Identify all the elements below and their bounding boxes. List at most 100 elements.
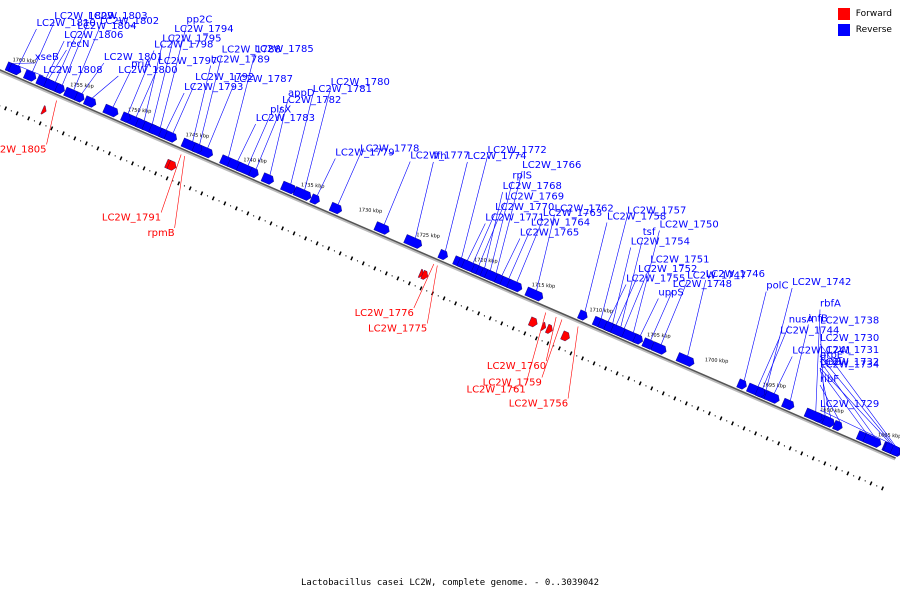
gene-label: LC2W_1738: [820, 316, 879, 327]
reverse-gene: [54, 83, 65, 95]
reverse-gene: [120, 111, 131, 123]
gene-label: LC2W_1730: [820, 333, 879, 344]
leader-line: [757, 336, 781, 387]
minor-tick: [777, 441, 781, 446]
leader-line: [207, 84, 234, 149]
leader-line: [247, 115, 271, 166]
gene-label: LC2W_1793: [184, 82, 243, 93]
minor-dot: [379, 270, 382, 272]
minor-tick: [315, 241, 319, 246]
minor-tick: [107, 151, 111, 156]
minor-tick: [257, 216, 261, 221]
leader-line: [516, 218, 544, 283]
gene-label: truB: [820, 357, 841, 368]
leader-line: [383, 161, 411, 225]
reverse-gene: [74, 91, 85, 103]
leader-line: [472, 212, 496, 264]
gene-label: LC2W_1748: [673, 279, 732, 290]
reverse-gene: [577, 309, 588, 321]
minor-tick: [50, 126, 54, 131]
minor-tick: [15, 111, 19, 116]
gene-label: ribF: [820, 374, 839, 385]
minor-dot: [356, 260, 359, 262]
minor-dot: [68, 135, 70, 137]
gene-label: LC2W_1746: [706, 269, 765, 280]
leader-line: [228, 54, 255, 158]
reverse-label: Reverse: [855, 25, 892, 35]
gene-label: tsf: [643, 227, 656, 238]
leader-line: [620, 237, 644, 328]
minor-tick: [200, 191, 204, 196]
leader-line: [743, 291, 767, 381]
minor-dot: [737, 425, 739, 427]
minor-dot: [541, 340, 543, 342]
gene-label: LC2W_1766: [522, 160, 581, 171]
reverse-gene: [821, 415, 835, 428]
forward-gene: [40, 105, 47, 115]
minor-tick: [442, 296, 446, 301]
legend-forward: Forward: [837, 8, 892, 20]
gene-label: appD: [288, 88, 315, 99]
gene-label: rplS: [512, 171, 532, 182]
leader-line: [490, 181, 513, 271]
minor-tick: [857, 476, 861, 481]
minor-dot: [172, 180, 174, 182]
minor-tick: [454, 301, 458, 306]
leader-line: [12, 62, 35, 64]
gene-label: LC2W_1778: [360, 144, 419, 155]
minor-tick: [165, 176, 169, 181]
tick-label: 1725 kbp: [416, 232, 440, 239]
leader-line: [484, 191, 503, 269]
leader-line: [143, 44, 163, 121]
minor-tick: [823, 461, 827, 466]
reverse-gene: [675, 352, 695, 367]
gene-label: LC2W_1775: [368, 324, 427, 335]
minor-dot: [483, 315, 486, 317]
minor-dot: [45, 125, 47, 127]
minor-dot: [195, 190, 197, 192]
leader-line: [413, 263, 435, 309]
minor-tick: [131, 161, 134, 166]
leader-line: [495, 170, 523, 274]
gene-label: LC2W_1810: [36, 18, 95, 29]
tick-label: 1705 kbp: [647, 332, 671, 339]
leader-line: [199, 55, 222, 145]
leader-line: [819, 343, 896, 447]
gene-label: LC2W_1783: [256, 113, 315, 124]
leader-line: [304, 87, 331, 191]
minor-tick: [615, 371, 619, 376]
gene-label: LC2W_1765: [520, 228, 579, 239]
tick-label: 1685 kbp: [878, 432, 900, 439]
minor-dot: [633, 380, 636, 382]
minor-dot: [79, 140, 82, 142]
gene-label: LC2W_1792: [195, 72, 254, 83]
minor-dot: [229, 205, 232, 207]
minor-tick: [696, 406, 700, 411]
leader-line: [32, 21, 55, 73]
leader-line: [508, 228, 532, 279]
minor-dot: [795, 450, 797, 452]
minor-dot: [206, 195, 209, 197]
legend-reverse: Reverse: [837, 24, 892, 36]
gene-label: LC2W_1770: [495, 202, 554, 213]
leader-line: [18, 28, 37, 67]
minor-tick: [800, 451, 804, 456]
leader-line: [501, 238, 521, 276]
minor-dot: [876, 485, 878, 487]
gene-label: LC2W_1803: [88, 11, 147, 22]
leader-line: [541, 319, 563, 378]
gene-label: xseB: [35, 52, 59, 63]
minor-tick: [534, 336, 538, 341]
minor-tick: [223, 201, 227, 206]
leader-line: [237, 123, 256, 162]
leader-line: [600, 216, 628, 319]
gene-label: LC2W_1806: [64, 30, 123, 41]
leader-line: [819, 409, 898, 448]
tick-label: 1745 kbp: [185, 132, 209, 139]
gene-label: LC2W_1802: [100, 16, 159, 27]
minor-dot: [333, 250, 336, 252]
forward-gene: [420, 269, 429, 280]
minor-dot: [287, 230, 289, 232]
